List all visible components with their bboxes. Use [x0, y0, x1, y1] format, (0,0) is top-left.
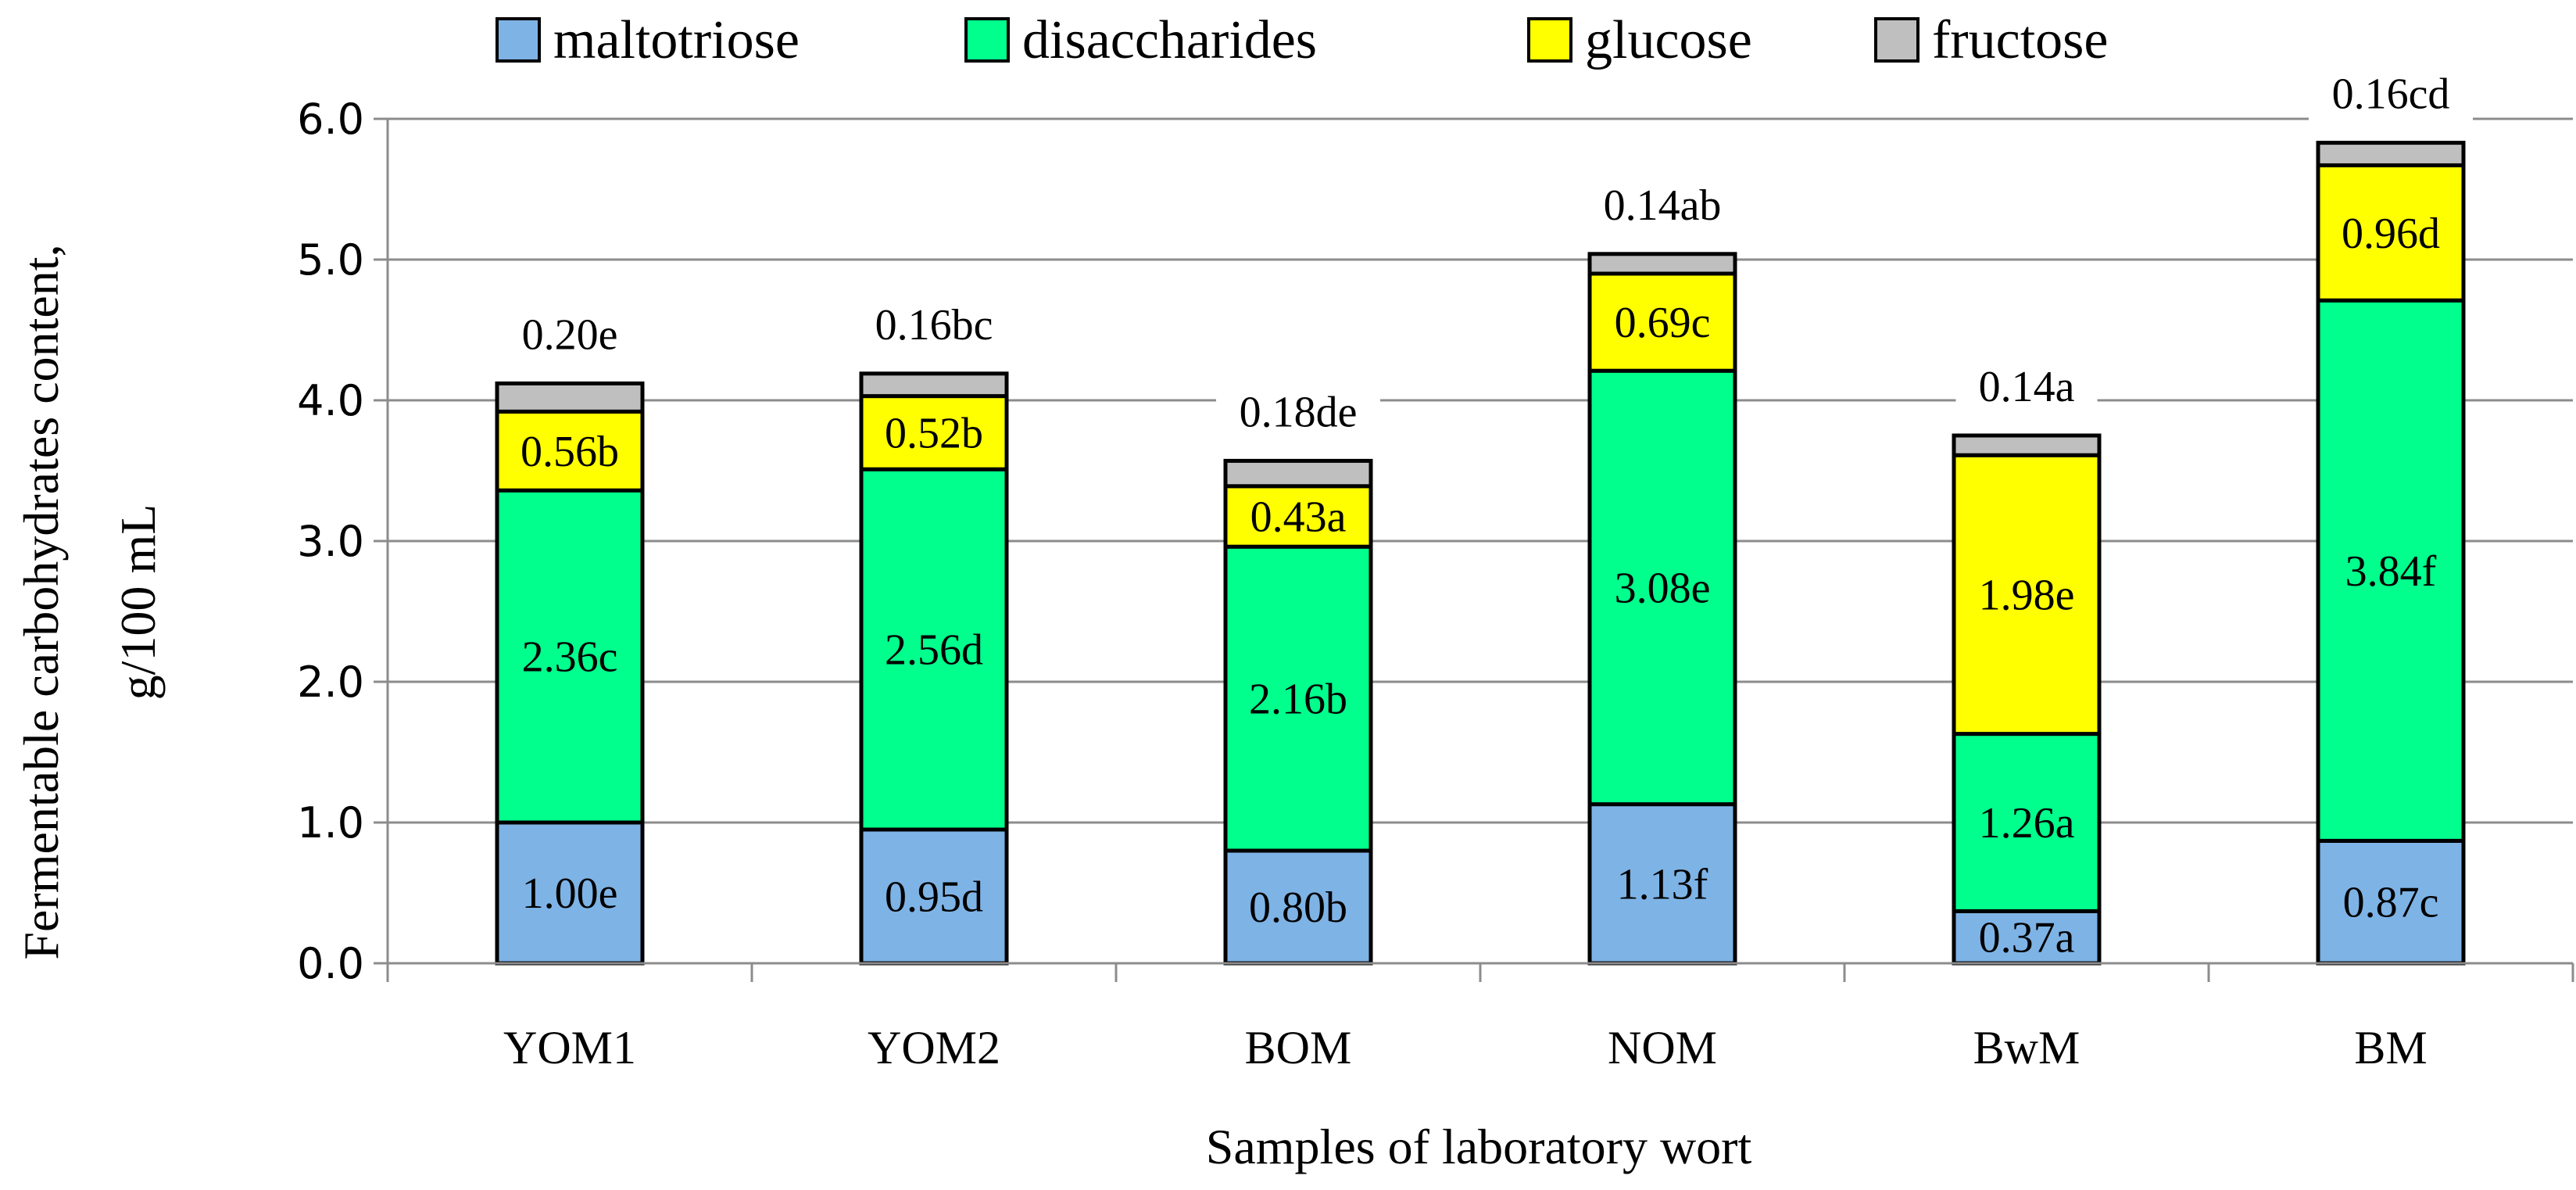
x-axis-title: Samples of laboratory wort [1206, 1119, 1752, 1174]
data-label-maltotriose-BOM: 0.80b [1249, 884, 1347, 932]
bar-segment-glucose-BwM [1952, 453, 2102, 737]
data-label-background [2309, 69, 2473, 121]
bar-segment-glucose-YOM1 [495, 409, 645, 493]
bar-segment-glucose-YOM2 [859, 394, 1009, 471]
legend-swatch-glucose [1527, 17, 1572, 63]
data-labels: 1.00e 2.36c 0.56b 0.20e 0.95d 2.56d 0.52b 0.16b… [499, 69, 2473, 962]
bar-segment-maltotriose-NOM [1587, 802, 1737, 966]
data-label-background [1580, 180, 1744, 232]
x-tick-label-BM: BM [2354, 1022, 2427, 1074]
bars [495, 141, 2466, 966]
y-tick-label: 2.0 [297, 658, 364, 707]
data-label-fructose-BwM: 0.14a [1979, 363, 2075, 411]
legend-swatch-maltotriose [496, 17, 541, 63]
data-label-glucose-YOM2: 0.52b [885, 409, 983, 457]
legend-label-disaccharides: disaccharides [1022, 10, 1317, 70]
data-label-background [852, 299, 1016, 352]
bar-segment-disaccharides-BwM [1952, 732, 2102, 913]
data-label-maltotriose-YOM1: 1.00e [522, 869, 618, 918]
y-axis-title-line-2: g/100 mL [110, 504, 166, 701]
axis-titles: Samples of laboratory wort Fermentable c… [13, 244, 1751, 1174]
gridlines [388, 117, 2573, 824]
bar-segment-disaccharides-YOM1 [495, 488, 645, 825]
data-label-glucose-BwM: 1.98e [1979, 571, 2075, 619]
data-label-maltotriose-BM: 0.87c [2343, 879, 2439, 927]
y-tick-label: 1.0 [297, 798, 364, 848]
y-tick-label: 3.0 [297, 517, 364, 566]
bar-segment-disaccharides-BM [2316, 298, 2466, 843]
data-label-disaccharides-NOM: 3.08e [1615, 564, 1711, 612]
y-axis-title-line-1: Fermentable carbohydrates content, [13, 244, 69, 959]
bar-segment-fructose-BOM [1223, 458, 1373, 489]
data-label-disaccharides-BwM: 1.26a [1979, 799, 2075, 848]
bar-segment-fructose-YOM2 [859, 371, 1009, 399]
legend-label-maltotriose: maltotriose [553, 10, 800, 70]
y-tick-label: 0.0 [297, 939, 364, 988]
bar-segment-maltotriose-BM [2316, 838, 2466, 966]
data-label-fructose-NOM: 0.14ab [1604, 181, 1722, 230]
bar-segment-disaccharides-NOM [1587, 368, 1737, 807]
data-label-disaccharides-BOM: 2.16b [1249, 676, 1347, 724]
bar-segment-fructose-BM [2316, 141, 2466, 167]
legend: maltotriose disaccharides glucose fructose [496, 10, 2108, 70]
legend-swatch-fructose [1874, 17, 1919, 63]
data-label-fructose-BOM: 0.18de [1240, 388, 1358, 436]
data-label-glucose-YOM1: 0.56b [521, 428, 619, 476]
data-label-maltotriose-BwM: 0.37a [1979, 914, 2075, 962]
bar-segment-fructose-BwM [1952, 433, 2102, 457]
bar-segment-maltotriose-BwM [1952, 909, 2102, 966]
data-label-fructose-BM: 0.16cd [2332, 70, 2450, 119]
y-tick-label: 6.0 [297, 95, 364, 144]
bar-segment-fructose-YOM1 [495, 381, 645, 414]
data-label-background [1216, 387, 1380, 439]
x-tick-label-BwM: BwM [1973, 1022, 2080, 1074]
y-tick-label: 4.0 [297, 376, 364, 425]
data-label-disaccharides-YOM2: 2.56d [885, 626, 983, 675]
data-label-glucose-NOM: 0.69c [1615, 299, 1711, 347]
x-tick-label-YOM1: YOM1 [503, 1022, 636, 1074]
y-tick-label: 5.0 [297, 235, 364, 285]
data-label-background [1955, 362, 2098, 414]
data-label-maltotriose-NOM: 1.13f [1617, 860, 1708, 909]
data-label-fructose-YOM2: 0.16bc [875, 301, 993, 349]
legend-label-glucose: glucose [1585, 10, 1752, 70]
data-label-background [499, 310, 641, 362]
bar-segment-disaccharides-YOM2 [859, 467, 1009, 832]
bar-segment-fructose-NOM [1587, 252, 1737, 276]
data-label-fructose-YOM1: 0.20e [522, 310, 618, 359]
data-label-disaccharides-YOM1: 2.36c [522, 633, 618, 682]
bar-segment-disaccharides-BOM [1223, 544, 1373, 853]
data-label-maltotriose-YOM2: 0.95d [885, 873, 983, 922]
x-tick-label-BOM: BOM [1245, 1022, 1352, 1074]
data-label-disaccharides-BM: 3.84f [2345, 547, 2437, 596]
legend-swatch-disaccharides [964, 17, 1010, 63]
x-tick-label-YOM2: YOM2 [868, 1022, 1000, 1074]
x-tick-label-NOM: NOM [1608, 1022, 1717, 1074]
bar-segment-maltotriose-BOM [1223, 848, 1373, 966]
data-label-glucose-BOM: 0.43a [1250, 493, 1347, 542]
legend-label-fructose: fructose [1932, 10, 2108, 70]
data-label-glucose-BM: 0.96d [2342, 210, 2440, 258]
axes: 0.0 1.0 2.0 3.0 4.0 5.0 6.0 YOM1 YOM2 BOM NOM BwM BM [297, 95, 2574, 1074]
